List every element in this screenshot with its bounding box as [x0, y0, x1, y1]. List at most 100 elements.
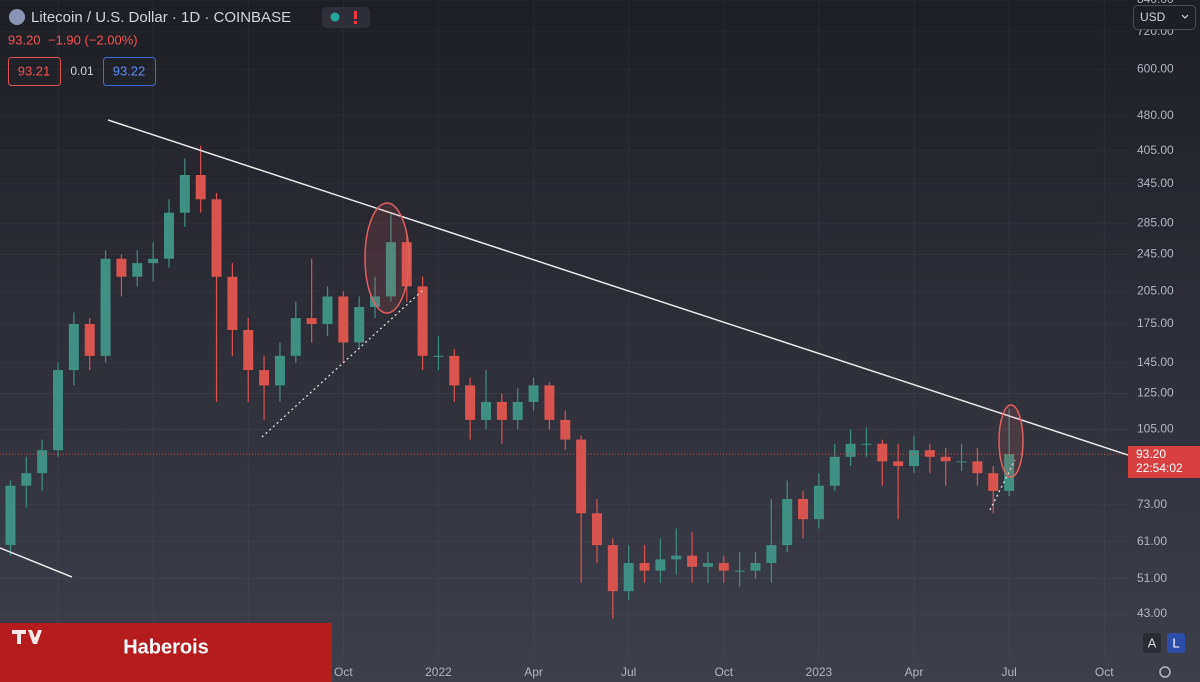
candle-body: [671, 555, 682, 560]
x-tick-label: Jul: [1001, 665, 1016, 679]
candle-body: [385, 242, 396, 297]
candle-body: [687, 555, 698, 567]
ask-box[interactable]: [103, 57, 156, 86]
candle-body: [972, 461, 983, 474]
highlight-ellipse: [998, 404, 1024, 478]
x-tick-label: 2022: [425, 665, 452, 679]
candles-layer: [0, 145, 1128, 619]
candle-body: [623, 563, 634, 592]
y-tick-label: 73.00: [1137, 497, 1167, 511]
candle-body: [481, 401, 492, 420]
candle-body: [68, 323, 79, 371]
x-tick-label: Oct: [1095, 665, 1114, 679]
y-tick-label: 175.00: [1137, 316, 1174, 330]
candle-body: [639, 563, 650, 571]
x-tick-label: Apr: [905, 665, 924, 679]
candle-body: [195, 175, 206, 200]
bid-price: 93.21: [18, 63, 51, 78]
x-tick-label: Oct: [714, 665, 733, 679]
y-tick-label: 600.00: [1137, 62, 1174, 76]
ask-price: 93.22: [113, 63, 146, 78]
trendline: [107, 119, 1128, 456]
candle-body: [893, 461, 904, 466]
candle-body: [449, 355, 460, 386]
candle-body: [401, 242, 412, 287]
candle-body: [132, 263, 143, 277]
candle-body: [1004, 454, 1015, 491]
candle-body: [782, 499, 793, 546]
candle-body: [766, 545, 777, 564]
candle-body: [544, 385, 555, 420]
log-scale-button[interactable]: [1167, 633, 1185, 653]
y-tick-label: 61.00: [1137, 534, 1167, 548]
candle-body: [798, 499, 809, 520]
candle-body: [718, 563, 729, 571]
y-tick-label: 405.00: [1137, 143, 1174, 157]
candle-body: [433, 355, 444, 357]
candle-body: [829, 456, 840, 486]
candle-body: [322, 296, 333, 324]
symbol-title: Litecoin / U.S. Dollar · 1D · COINBASE: [31, 9, 291, 26]
button-label: L: [1172, 635, 1179, 650]
auto-scale-button[interactable]: [1143, 633, 1161, 653]
candle-body: [53, 370, 64, 451]
candle-body: [5, 485, 16, 546]
candle-body: [591, 513, 602, 546]
y-tick-label: 345.00: [1137, 176, 1174, 190]
settings-icon[interactable]: [1159, 666, 1171, 678]
candle-body: [417, 286, 428, 356]
y-tick-label: 43.00: [1137, 606, 1167, 620]
y-tick-label: 145.00: [1137, 355, 1174, 369]
candle-body: [734, 570, 745, 572]
currency-label: USD: [1140, 10, 1166, 24]
candle-body: [37, 450, 48, 474]
candle-body: [560, 419, 571, 440]
candle-body: [290, 318, 301, 356]
x-tick-label: Oct: [334, 665, 353, 679]
candle-body: [148, 258, 159, 264]
status-badge[interactable]: [322, 7, 370, 28]
candle-body: [702, 563, 713, 567]
candle-body: [813, 485, 824, 520]
candle-body: [211, 199, 222, 277]
candle-body: [845, 443, 856, 457]
candle-body: [243, 329, 254, 371]
support-line: [989, 459, 1016, 511]
candle-body: [227, 276, 238, 330]
bid-box[interactable]: [8, 57, 61, 86]
candle-body: [576, 439, 587, 514]
warning-icon: [354, 21, 357, 24]
dropdown-caret: [1181, 14, 1189, 19]
candle-body: [274, 355, 285, 386]
y-tick-label: 125.00: [1137, 386, 1174, 400]
last-price: 93.20: [8, 32, 41, 47]
candle-body: [163, 212, 174, 259]
candle-body: [21, 473, 32, 486]
y-tick-label: 51.00: [1137, 571, 1167, 585]
support-line: [261, 289, 424, 438]
button-label: A: [1148, 635, 1157, 650]
candle-body: [655, 559, 666, 571]
candle-body: [956, 461, 967, 463]
candle-body: [306, 318, 317, 324]
candle-body: [750, 563, 761, 571]
price-change: −1.90 (−2.00%): [48, 32, 138, 47]
price-tag: [1128, 446, 1200, 478]
candle-body: [116, 258, 127, 277]
candle-body: [924, 450, 935, 457]
branding-bar: [0, 623, 332, 682]
y-tick-label: 105.00: [1137, 422, 1174, 436]
price-tag-value: 93.20: [1136, 447, 1166, 461]
candle-body: [528, 385, 539, 402]
y-tick-label: 245.00: [1137, 247, 1174, 261]
currency-dropdown[interactable]: [1133, 5, 1196, 30]
y-tick-label: 205.00: [1137, 283, 1174, 297]
candle-body: [861, 443, 872, 445]
y-tick-label: 840.00: [1137, 0, 1174, 6]
brand-name: Haberois: [123, 636, 209, 658]
y-tick-label: 285.00: [1137, 215, 1174, 229]
tv-logo: [12, 630, 42, 644]
